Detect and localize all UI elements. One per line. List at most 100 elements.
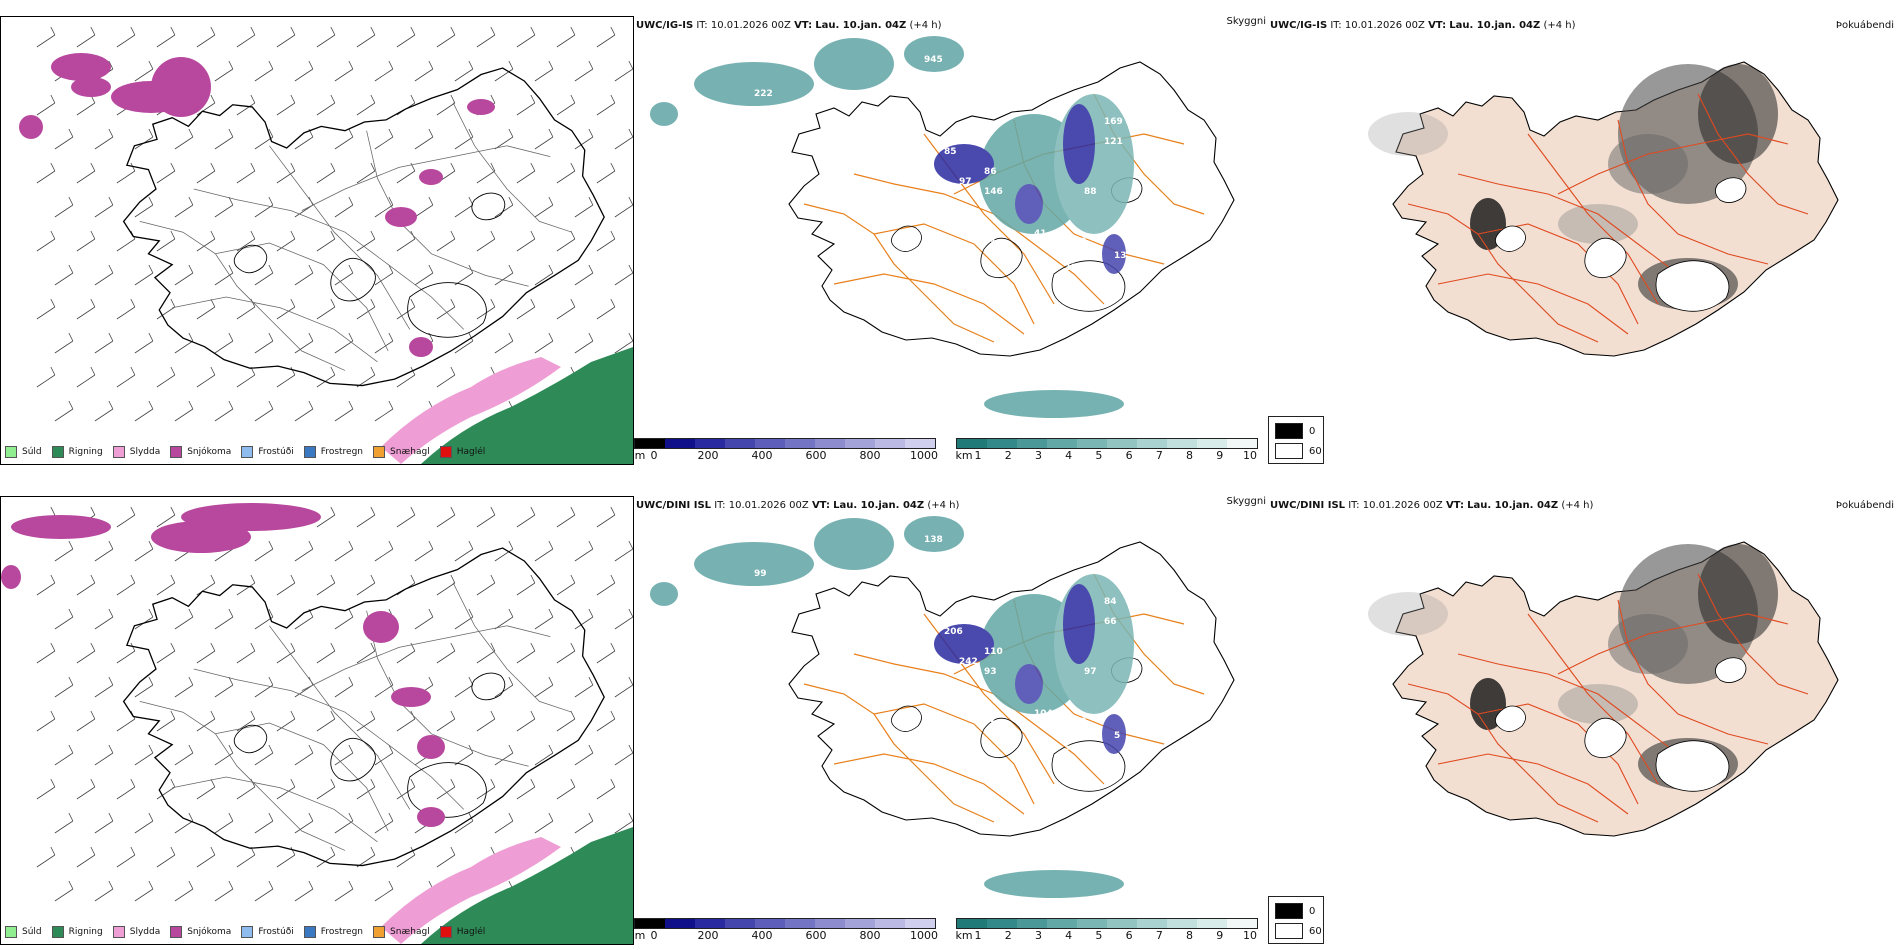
lead-time: (+4 h) [1543,20,1576,31]
legend-swatch [373,926,386,938]
fog-legend-swatch [1275,443,1303,459]
colorbar-segment [1017,919,1047,928]
legend-item: Frostregn [303,446,363,458]
precip-legend: Súld Rigning Slydda Snjókoma Frostúði Frostre… [5,446,485,458]
colorbar-segment [1047,919,1077,928]
teal-cloud-areas [650,516,1124,898]
coastline [122,547,605,867]
visibility-label: Skyggni [1226,496,1266,507]
vis-colorbar-km-bar [956,438,1258,449]
visibility-value-label: 99 [754,569,767,579]
legend-item: Slydda [112,926,161,938]
visibility-value-label: 41 [1034,229,1047,239]
colorbar-segment [875,439,905,448]
visibility-value-label: 97 [959,177,972,187]
legend-label: Snæhagl [390,927,430,937]
it-value: 10.01.2026 00Z [1344,20,1425,31]
fog-index-label: Þokuábendi [1835,500,1894,511]
colorbar-tick: 3 [1034,449,1042,462]
model-name: UWC/IG-IS [636,20,694,31]
coastline [122,67,605,387]
precip-map-svg [19,26,633,464]
colorbar-segment [635,919,665,928]
colorbar-tick: 600 [805,449,827,462]
vis-colorbar-m: m 0 200 400 600 800 1000 [634,438,938,468]
vt-label: VT: [1428,20,1447,31]
colorbar-segment [1017,439,1047,448]
colorbar-segment [987,439,1017,448]
legend-item: Súld [5,446,42,458]
precip-type-panel: UWC/IG-IS IT: 10.01.2026 00Z VT: Lau. 10… [0,0,634,470]
fog-legend-item: 0 [1275,903,1315,919]
precip-legend: Súld Rigning Slydda Snjókoma Frostúði Frostre… [5,926,485,938]
wind-barbs [36,26,633,422]
colorbar-tick: 0 [650,449,658,462]
legend-label: Frostregn [320,927,364,937]
legend-label: Rigning [68,927,103,937]
colorbar-tick: 9 [1216,929,1224,942]
visibility-value-label: 896 [784,593,803,603]
colorbar-tick: 5 [1095,929,1103,942]
legend-swatch [5,926,17,938]
legend-swatch [51,926,64,938]
colorbar-segment [815,919,845,928]
colorbar-segment [725,919,755,928]
colorbar-tick: 7 [1155,929,1163,942]
snow-areas [19,53,495,357]
legend-swatch [170,446,183,458]
visibility-value-label: 20 [1074,237,1087,247]
legend-label: Slydda [129,447,161,457]
vt-value: Lau. 10.jan. 04Z [1467,500,1559,511]
colorbar-segment [1227,439,1257,448]
colorbar-segment [665,919,695,928]
vis-colorbar-km: km 1 2 3 4 5 6 7 8 9 10 [955,438,1258,468]
legend-item: Haglél [439,446,485,458]
legend-label: Slydda [129,927,161,937]
colorbar-segment [875,919,905,928]
colorbar-tick: 4 [1065,929,1073,942]
visibility-value-label: 206 [944,627,963,637]
vis-colorbar-m-bar [634,918,936,929]
visibility-value-labels: 945 932 222 917 85 97 146 86 169 121 112 21 41 176 5 20… [754,55,1127,335]
sleet-area [381,837,561,944]
colorbar-tick: 2 [1004,929,1012,942]
lead-time: (+4 h) [927,500,960,511]
legend-item: Snæhagl [373,446,430,458]
model-name: UWC/IG-IS [1270,20,1328,31]
fog-legend-swatch [1275,903,1303,919]
colorbar-tick: 9 [1216,449,1224,462]
colorbar-tick: 200 [697,449,719,462]
visibility-value-label: 176 [1049,231,1068,241]
colorbar-tick: 600 [805,929,827,942]
visibility-value-label: 932 [934,73,953,83]
colorbar-segment [957,919,987,928]
wind-barbs [36,506,633,902]
colorbar-segment [1077,919,1107,928]
colorbar-segment [957,439,987,448]
panel-title: UWC/IG-IS IT: 10.01.2026 00Z VT: Lau. 10… [1270,20,1576,31]
model-name: UWC/DINI ISL [636,500,712,511]
teal-cloud-areas [650,36,1124,418]
colorbar-segment [1107,919,1137,928]
visibility-value-label: 5 [1064,743,1070,753]
colorbar-segment [815,439,845,448]
colorbar-tick: 400 [751,929,773,942]
visibility-value-label: 146 [984,187,1003,197]
colorbar-segment [755,439,785,448]
visibility-value-label: 13 [1114,251,1127,261]
colorbar-segment [1137,439,1167,448]
legend-item: Haglél [439,926,485,938]
legend-item: Frostúði [241,926,294,938]
panel-title: UWC/DINI ISL IT: 10.01.2026 00Z VT: Lau.… [1270,500,1593,511]
fog-legend-label: 0 [1309,425,1316,437]
rain-area [421,347,633,464]
visibility-value-label: 26 [1064,263,1077,273]
colorbar-tick: 1000 [910,449,938,462]
colorbar-segment [1197,439,1227,448]
precip-type-panel: UWC/DINI ISL IT: 10.01.2026 00Z VT: Lau.… [0,480,634,950]
visibility-value-label: 110 [984,647,1003,657]
visibility-value-label: 169 [1104,117,1123,127]
colorbar-segment [665,439,695,448]
panel-title: UWC/IG-IS IT: 10.01.2026 00Z VT: Lau. 10… [636,20,942,31]
it-value: 10.01.2026 00Z [1362,500,1443,511]
